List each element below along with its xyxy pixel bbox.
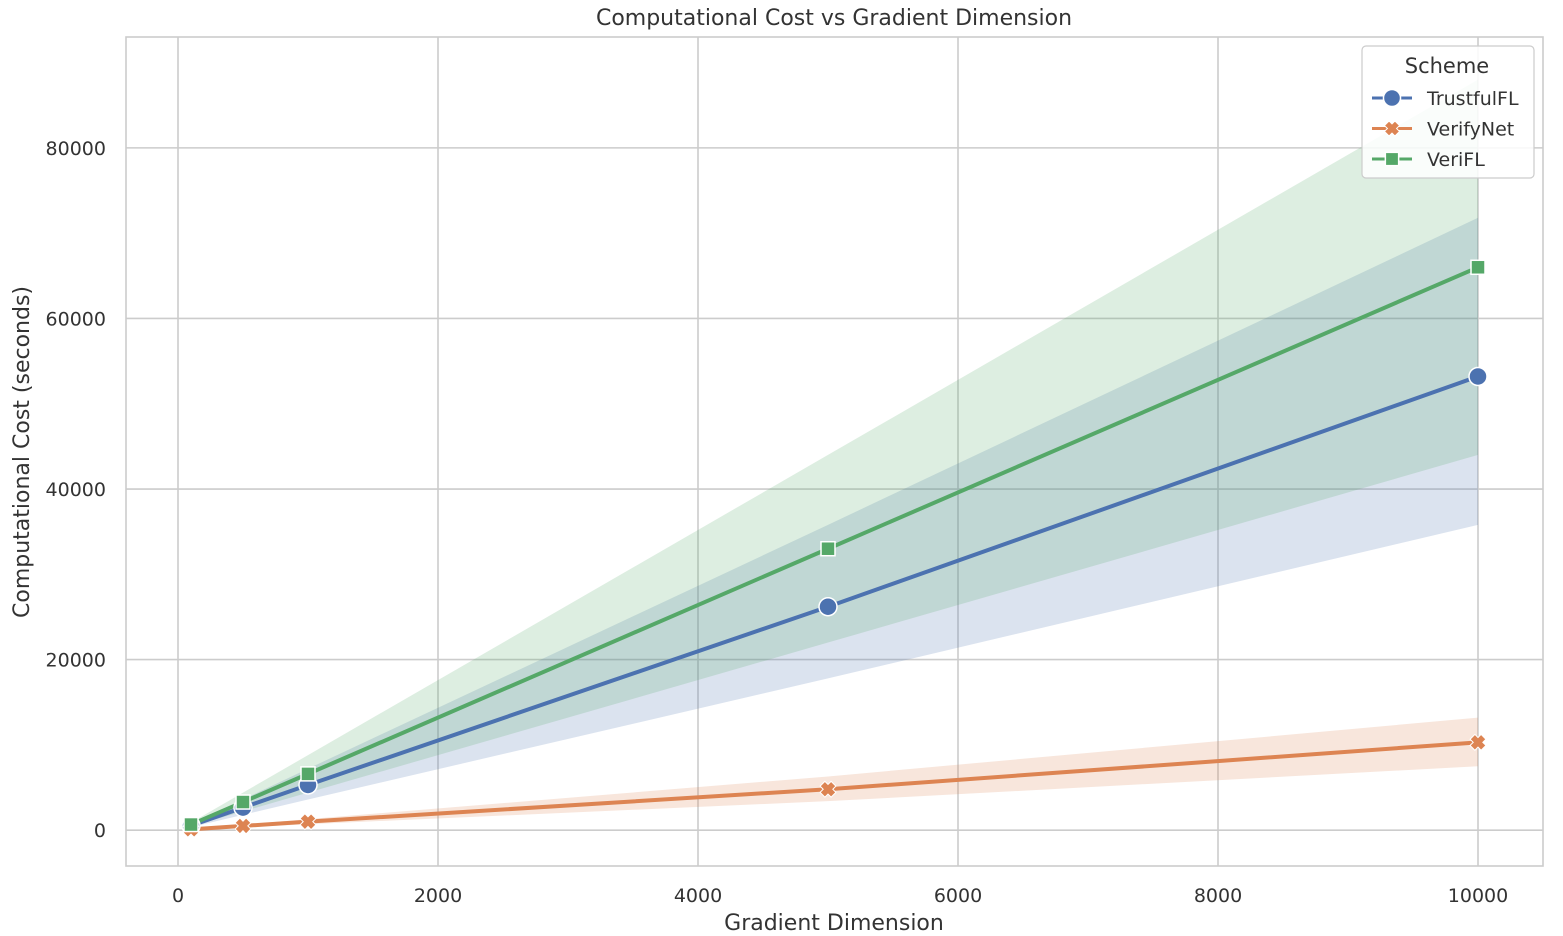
legend: Scheme TrustfulFL VerifyNet VeriFL: [1361, 45, 1535, 179]
legend-label: TrustfulFL: [1426, 88, 1519, 110]
point-marker: [299, 813, 317, 831]
point-marker: [819, 780, 837, 798]
point-marker: [234, 817, 252, 835]
point-marker: [818, 596, 838, 617]
y-tick-label: 20000: [46, 650, 106, 672]
legend-title: Scheme: [1405, 54, 1489, 78]
legend-label: VerifyNet: [1427, 119, 1514, 141]
x-tick-labels: 0 2000 4000 6000 8000 10000: [172, 885, 1508, 907]
y-tick-labels: 0 20000 40000 60000 80000: [46, 138, 106, 842]
x-tick-label: 6000: [934, 885, 982, 907]
x-tick-label: 4000: [674, 885, 722, 907]
point-marker: [1384, 151, 1400, 167]
chart-title: Computational Cost vs Gradient Dimension: [596, 6, 1072, 31]
confidence-band-verifynet: [191, 717, 1478, 830]
series-markers: [181, 259, 1488, 838]
y-tick-label: 40000: [46, 479, 106, 501]
confidence-band-verifl: [191, 79, 1478, 827]
x-tick-label: 10000: [1448, 885, 1508, 907]
confidence-bands: [191, 79, 1478, 830]
point-marker: [1469, 733, 1487, 751]
plot-frame: [125, 36, 1544, 867]
y-axis-label: Computational Cost (seconds): [10, 286, 35, 618]
legend-label: VeriFL: [1427, 149, 1485, 171]
point-marker: [183, 816, 199, 833]
y-tick-label: 0: [94, 820, 106, 842]
point-marker: [820, 540, 836, 557]
y-tick-label: 60000: [46, 308, 106, 330]
y-tick-label: 80000: [46, 138, 106, 160]
point-marker: [1468, 366, 1488, 387]
legend-items: TrustfulFL VerifyNet VeriFL: [1372, 88, 1519, 171]
point-marker: [1383, 120, 1401, 137]
x-tick-label: 0: [172, 885, 184, 907]
x-axis-label: Gradient Dimension: [724, 911, 944, 936]
point-marker: [1382, 88, 1402, 108]
point-marker: [1470, 259, 1486, 276]
x-tick-label: 8000: [1194, 885, 1242, 907]
point-marker: [300, 766, 316, 782]
legend-box: [1361, 45, 1535, 179]
point-marker: [235, 794, 251, 810]
x-tick-label: 2000: [414, 885, 462, 907]
confidence-band-trustfulfl: [191, 217, 1478, 828]
